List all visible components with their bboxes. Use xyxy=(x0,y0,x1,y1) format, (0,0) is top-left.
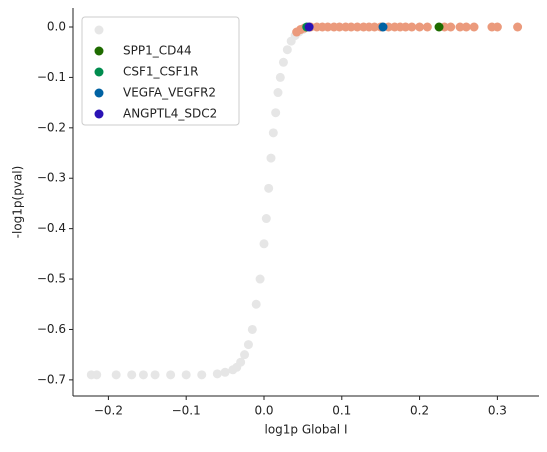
point xyxy=(278,57,288,67)
x-axis-label: log1p Global I xyxy=(265,423,348,437)
point xyxy=(334,22,344,32)
point xyxy=(259,239,269,249)
point xyxy=(166,370,176,380)
legend-marker xyxy=(94,46,104,56)
y-tick-label: −0.2 xyxy=(37,120,66,134)
point xyxy=(346,22,356,32)
point xyxy=(261,214,271,224)
y-axis-label: -log1p(pval) xyxy=(11,166,25,239)
point xyxy=(92,370,102,380)
legend-label: VEGFA_VEGFR2 xyxy=(123,86,216,100)
point xyxy=(446,22,456,32)
legend-box xyxy=(81,16,240,126)
point xyxy=(282,45,292,55)
point xyxy=(266,153,276,163)
point xyxy=(197,370,207,380)
point xyxy=(111,370,121,380)
y-tick-label: 0.0 xyxy=(47,20,66,34)
point xyxy=(220,367,230,377)
point xyxy=(251,299,261,309)
point xyxy=(461,22,471,32)
y-tick-label: −0.6 xyxy=(37,322,66,336)
point xyxy=(401,22,411,32)
legend-marker xyxy=(94,109,104,119)
point xyxy=(469,22,479,32)
y-tick-label: −0.3 xyxy=(37,171,66,185)
x-tick-label: 0.1 xyxy=(332,404,351,418)
legend-marker xyxy=(94,25,104,35)
x-tick-label: −0.2 xyxy=(94,404,123,418)
x-tick-label: −0.1 xyxy=(172,404,201,418)
x-tick-label: 0.3 xyxy=(488,404,507,418)
point xyxy=(255,274,265,284)
point xyxy=(323,22,333,32)
point xyxy=(127,370,137,380)
point xyxy=(150,370,160,380)
point xyxy=(352,22,362,32)
point xyxy=(492,22,502,32)
point xyxy=(275,72,285,82)
point xyxy=(181,370,191,380)
point xyxy=(247,324,257,334)
point xyxy=(369,22,379,32)
point xyxy=(240,350,250,360)
point xyxy=(513,22,523,32)
legend-marker xyxy=(94,67,104,77)
point xyxy=(271,108,281,118)
legend-label: CSF1_CSF1R xyxy=(123,65,198,79)
point xyxy=(422,22,432,32)
y-tick-label: −0.1 xyxy=(37,70,66,84)
y-tick-label: −0.5 xyxy=(37,272,66,286)
point xyxy=(304,22,314,32)
point xyxy=(243,340,253,350)
point xyxy=(455,22,465,32)
point xyxy=(273,88,283,98)
point xyxy=(138,370,148,380)
legend-label: SPP1_CD44 xyxy=(123,44,192,58)
legend-marker xyxy=(94,88,104,98)
point xyxy=(264,183,274,193)
y-tick-label: −0.4 xyxy=(37,221,66,235)
point xyxy=(434,22,444,32)
point xyxy=(212,369,222,379)
point xyxy=(378,22,388,32)
point xyxy=(415,22,425,32)
y-tick-label: −0.7 xyxy=(37,372,66,386)
x-tick-label: 0.2 xyxy=(410,404,429,418)
legend-label: ANGPTL4_SDC2 xyxy=(123,107,217,121)
point xyxy=(407,22,417,32)
point xyxy=(268,128,278,138)
x-tick-label: 0.0 xyxy=(254,404,273,418)
point xyxy=(236,357,246,367)
